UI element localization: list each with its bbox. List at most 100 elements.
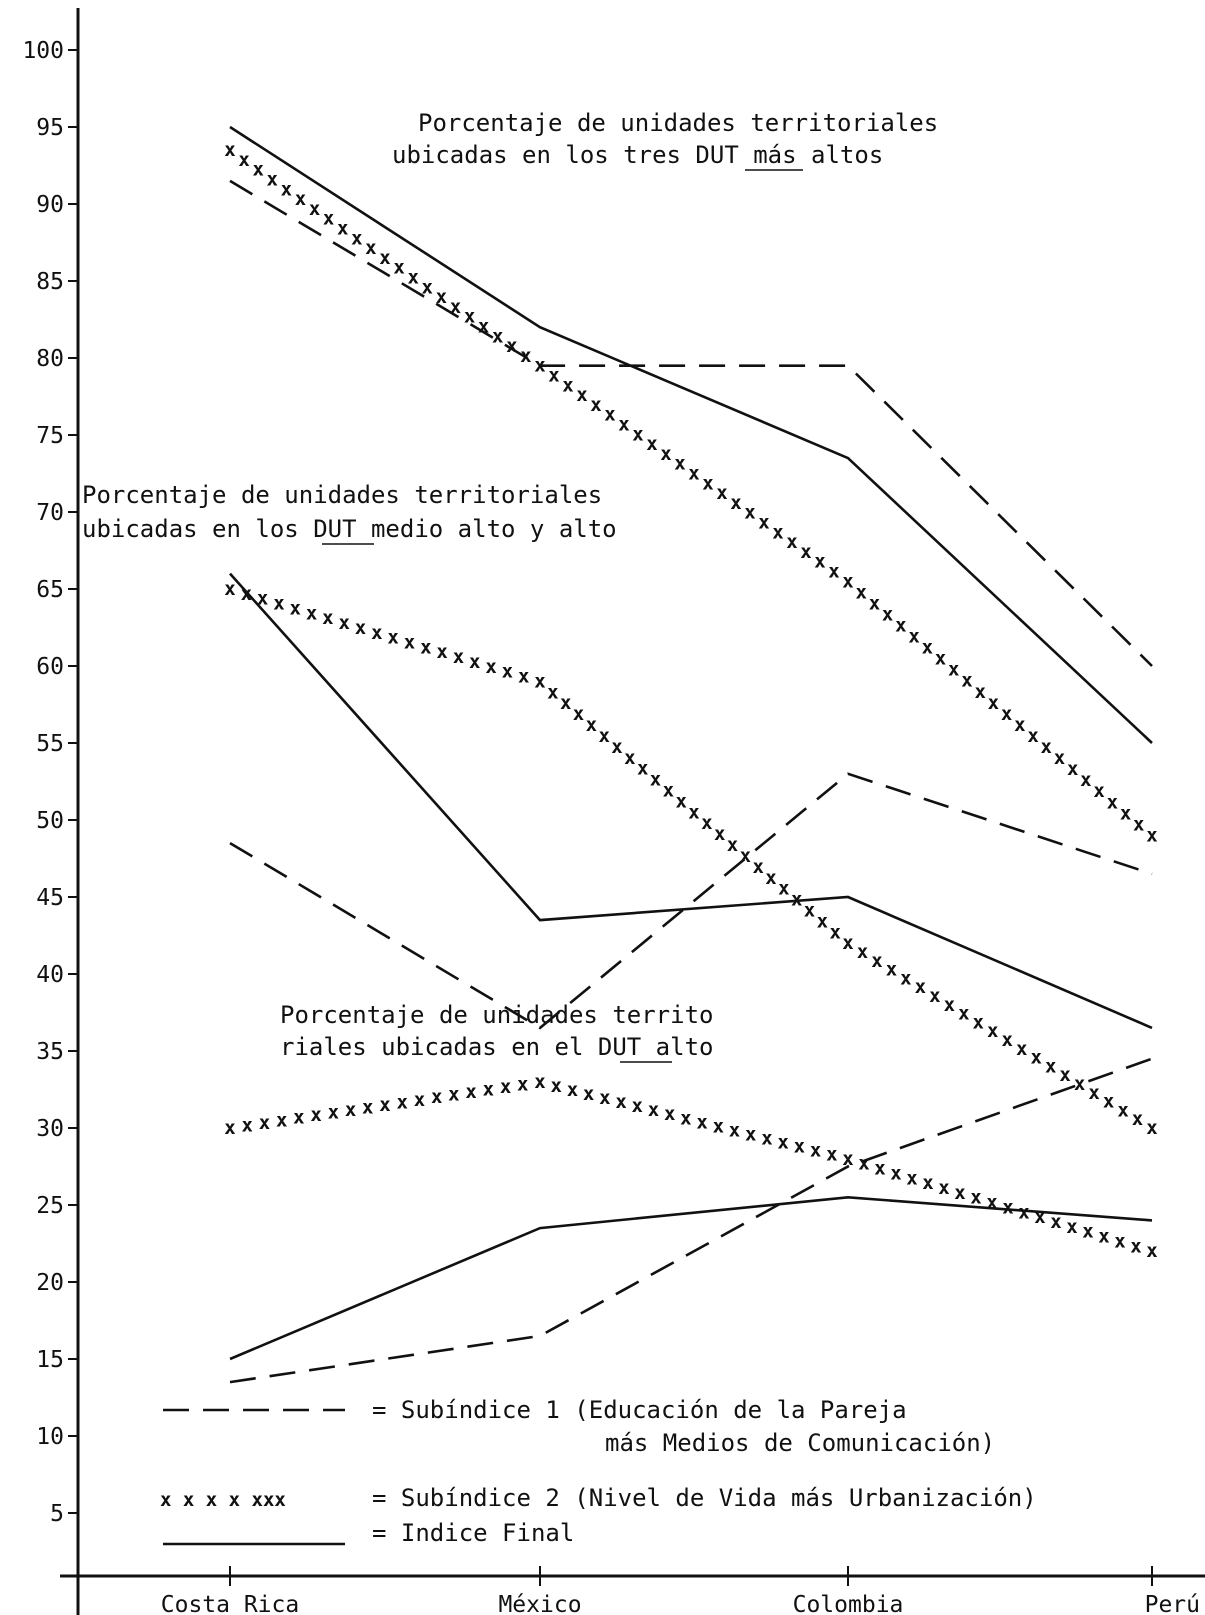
y-tick-label: 65 <box>36 577 64 603</box>
series-solid-line <box>229 572 1153 1030</box>
series-point-cross: x <box>740 845 751 867</box>
series-point-cross: x <box>778 878 789 900</box>
series-point-cross: x <box>948 659 959 681</box>
series-point-cross: x <box>1082 1221 1093 1243</box>
series-point-cross: x <box>550 1075 561 1097</box>
y-tick-label: 50 <box>36 808 64 834</box>
x-category-label: Perú <box>1145 1592 1200 1615</box>
series-point-cross: x <box>675 790 686 812</box>
y-tick-label: 15 <box>36 1347 64 1373</box>
series-point-cross: x <box>744 502 755 524</box>
series-point-cross: x <box>713 1115 724 1137</box>
y-tick-label: 100 <box>22 38 64 64</box>
series-point-cross: x <box>407 267 418 289</box>
series-point-cross: x <box>922 637 933 659</box>
series-point-cross: x <box>520 345 531 367</box>
series-point-cross: x <box>1098 1226 1109 1248</box>
series-point-cross: x <box>890 1162 901 1184</box>
series-point-cross: x <box>1146 824 1157 846</box>
annotations: Porcentaje de unidades territoriales ubi… <box>82 109 938 1063</box>
series-point-cross: x <box>351 227 362 249</box>
series-point-cross: x <box>765 867 776 889</box>
series-point-cross: x <box>598 725 609 747</box>
series-point-cross: x <box>973 1011 984 1033</box>
series-point-cross: x <box>485 656 496 678</box>
series-point-cross: x <box>761 1128 772 1150</box>
y-tick-label: 70 <box>36 500 64 526</box>
series-point-cross: x <box>224 1117 235 1139</box>
series-point-cross: x <box>758 512 769 534</box>
series-point-cross: x <box>586 714 597 736</box>
series-point-cross: x <box>599 1087 610 1109</box>
series-point-cross: x <box>337 218 348 240</box>
series-point-cross: x <box>560 692 571 714</box>
series-point-cross: x <box>379 247 390 269</box>
series-point-cross: x <box>379 1094 390 1116</box>
series-point-cross: x <box>842 1148 853 1170</box>
series-point-cross: x <box>478 316 489 338</box>
series-point-cross: x <box>469 651 480 673</box>
x-ticks: Costa Rica México Colombia Perú <box>161 1566 1200 1615</box>
series-point-cross: x <box>988 692 999 714</box>
series-point-cross: x <box>680 1107 691 1129</box>
legend-subindice1-label2: más Medios de Comunicación) <box>605 1429 995 1457</box>
series-point-cross: x <box>745 1123 756 1145</box>
series-point-cross: x <box>322 607 333 629</box>
series-point-cross: x <box>954 1182 965 1204</box>
series-point-cross: x <box>618 414 629 436</box>
legend-indice-final-label: = Indice Final <box>372 1519 574 1547</box>
y-tick-label: 35 <box>36 1039 64 1065</box>
series-point-cross: x <box>547 681 558 703</box>
series-point-cross: x <box>436 641 447 663</box>
series-point-cross: x <box>772 521 783 543</box>
series-point-cross: x <box>1054 747 1065 769</box>
series-point-cross: x <box>483 1079 494 1101</box>
series-point-cross: x <box>573 703 584 725</box>
series-point-cross: x <box>842 932 853 954</box>
series-point-cross: x <box>829 921 840 943</box>
series-point-cross: x <box>900 967 911 989</box>
series-point-cross: x <box>448 1084 459 1106</box>
series-point-cross: x <box>1016 1038 1027 1060</box>
x-category-label: Costa Rica <box>161 1592 299 1615</box>
series-point-cross: x <box>306 602 317 624</box>
y-tick-label: 10 <box>36 1424 64 1450</box>
series-point-cross: x <box>241 583 252 605</box>
annotation-low-line1: Porcentaje de unidades territo <box>280 1001 713 1029</box>
series-point-cross: x <box>464 306 475 328</box>
series-point-cross: x <box>338 612 349 634</box>
series-point-cross: x <box>828 561 839 583</box>
series-point-cross: x <box>465 1081 476 1103</box>
y-tick-label: 80 <box>36 346 64 372</box>
series-point-cross: x <box>362 1096 373 1118</box>
series-point-cross: x <box>688 463 699 485</box>
y-tick-label: 95 <box>36 115 64 141</box>
series-point-cross: x <box>273 593 284 615</box>
series-point-cross: x <box>548 365 559 387</box>
series-point-cross: x <box>1088 1082 1099 1104</box>
series-point-cross: x <box>276 1109 287 1131</box>
series-point-cross: x <box>611 736 622 758</box>
series-point-cross: x <box>786 531 797 553</box>
y-tick-label: 5 <box>50 1501 64 1527</box>
series-point-cross: x <box>660 443 671 465</box>
series-point-cross: x <box>615 1091 626 1113</box>
series-dashed-line <box>229 1057 1153 1384</box>
series-point-cross: x <box>238 149 249 171</box>
series-point-cross: x <box>1018 1201 1029 1223</box>
series-point-cross: x <box>958 1003 969 1025</box>
y-tick-label: 45 <box>36 885 64 911</box>
series-point-cross: x <box>562 374 573 396</box>
series-point-cross: x <box>727 834 738 856</box>
series-point-cross: x <box>534 1071 545 1093</box>
series-point-cross: x <box>938 1177 949 1199</box>
series-point-cross: x <box>986 1192 997 1214</box>
series-point-cross: x <box>590 394 601 416</box>
x-category-label: Colombia <box>793 1592 904 1615</box>
series-point-cross: x <box>869 592 880 614</box>
series-point-cross: x <box>404 631 415 653</box>
series-point-cross: x <box>387 627 398 649</box>
series-point-cross: x <box>281 178 292 200</box>
series-point-cross: x <box>1107 791 1118 813</box>
